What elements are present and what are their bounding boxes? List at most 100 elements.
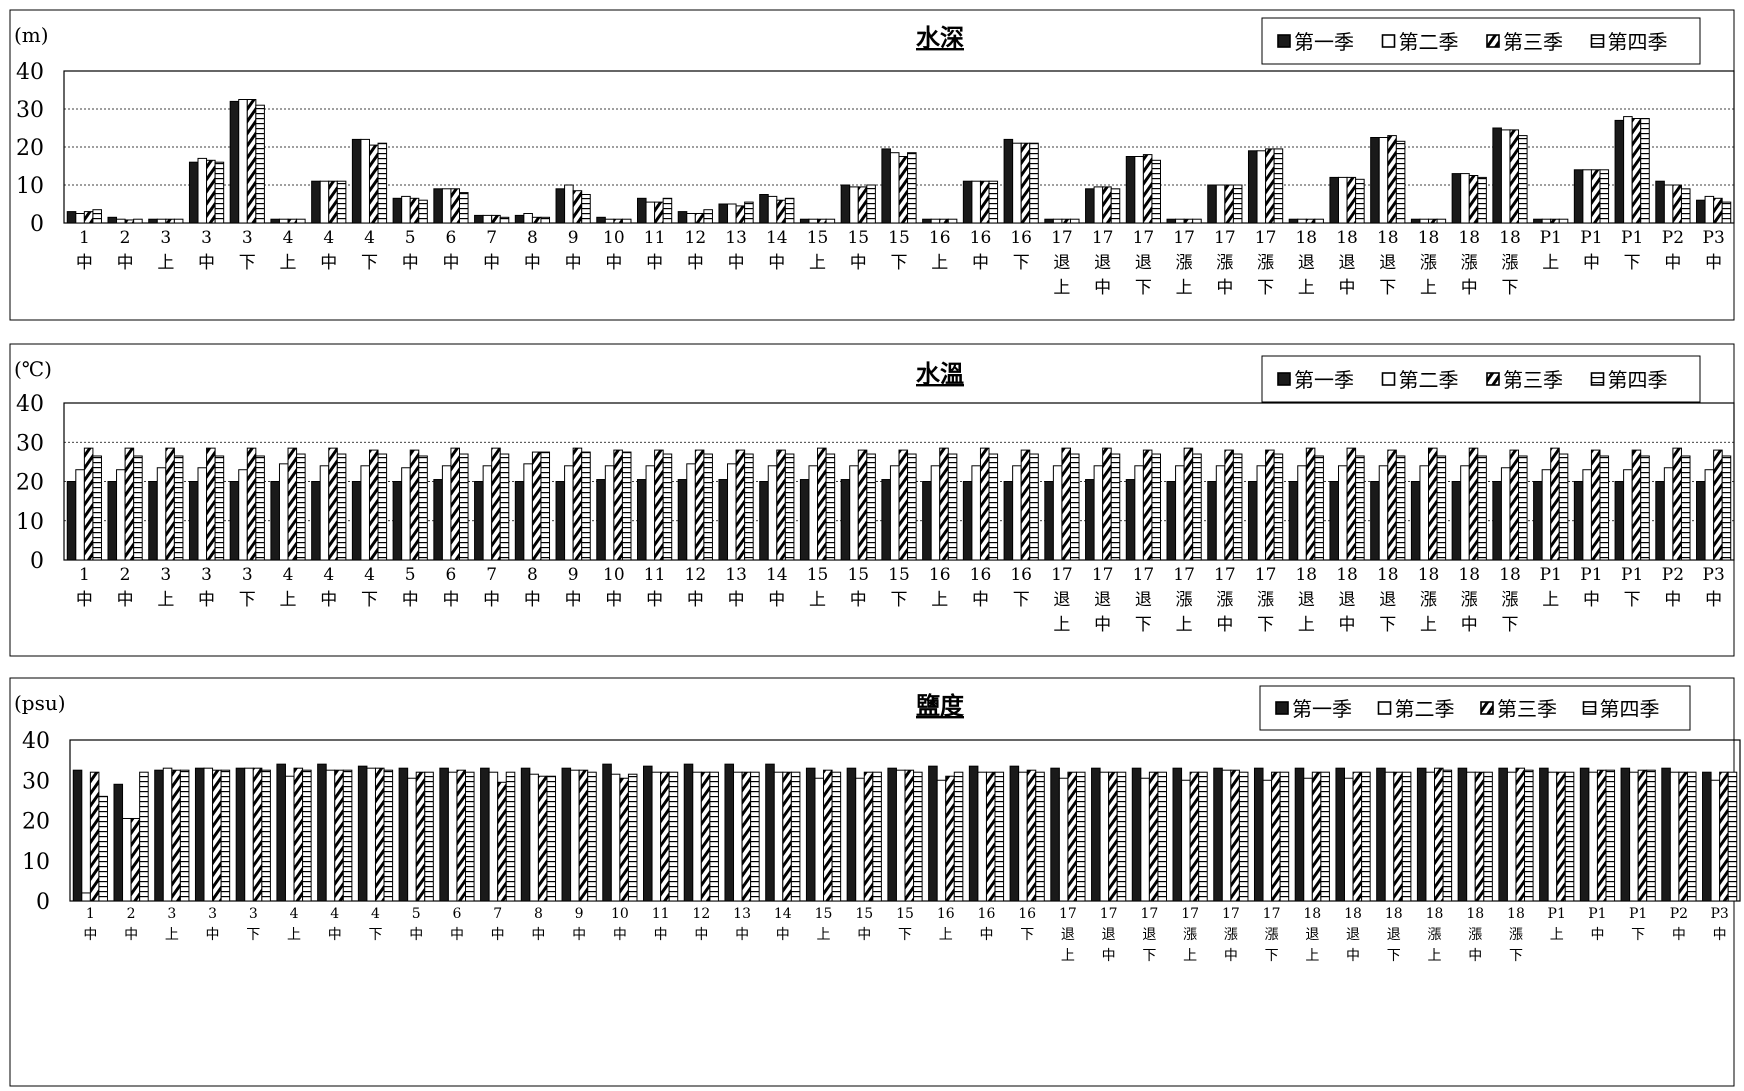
bar (214, 455, 225, 561)
x-tick-label: 14 (774, 906, 792, 922)
bar (296, 218, 306, 224)
bar (581, 451, 591, 561)
bar (887, 767, 897, 902)
legend-box (1259, 685, 1691, 731)
bar (1273, 453, 1284, 561)
bar (1142, 154, 1153, 224)
bar (1428, 447, 1438, 561)
bar (1232, 184, 1243, 224)
x-tick-label: 18 (1466, 906, 1484, 922)
bar (953, 771, 964, 902)
legend-label: 第三季 (1503, 30, 1563, 54)
bar (235, 767, 246, 902)
bar (621, 218, 632, 224)
bar (1376, 767, 1386, 902)
bar (139, 771, 149, 902)
bar (1541, 218, 1552, 224)
bar (922, 218, 932, 224)
bar (1655, 180, 1665, 224)
bar (319, 465, 330, 561)
bar (898, 156, 909, 224)
bar (1288, 218, 1299, 224)
bar (1573, 481, 1584, 561)
x-tick-label: 上 (1305, 948, 1319, 964)
x-tick-label: 下 (361, 253, 378, 273)
x-tick-label: P1 (1580, 228, 1602, 248)
bar (1346, 176, 1357, 224)
bar (171, 769, 181, 902)
x-tick-label: 上 (157, 590, 174, 610)
bar (759, 481, 769, 561)
bar (744, 201, 754, 224)
x-tick-label: 中 (524, 590, 541, 610)
bar (1605, 769, 1616, 902)
legend-swatch (1277, 372, 1291, 386)
x-tick-label: 下 (1013, 253, 1030, 273)
bar (660, 771, 670, 902)
bar (1256, 465, 1267, 561)
x-tick-label: 中 (76, 590, 93, 610)
bar (156, 467, 167, 561)
bar (627, 773, 638, 902)
x-tick-label: 退 (1346, 927, 1360, 943)
x-tick-label: 中 (83, 927, 97, 943)
x-tick-label: 退 (1053, 253, 1070, 273)
x-tick-label: 中 (850, 253, 867, 273)
x-tick-label: 18 (1499, 565, 1521, 585)
bar (360, 138, 370, 224)
x-tick-label: P3 (1710, 906, 1728, 922)
bar (823, 769, 833, 902)
bar (392, 197, 403, 224)
bar (270, 481, 280, 561)
bar (81, 892, 91, 902)
bar (92, 209, 102, 224)
bar (351, 138, 362, 224)
bar (1721, 201, 1732, 224)
bar (1631, 449, 1642, 561)
bar (450, 447, 461, 561)
bar (1590, 169, 1601, 224)
x-tick-label: 上 (1542, 253, 1559, 273)
x-tick-label: 退 (1135, 253, 1152, 273)
bar (499, 453, 510, 561)
bar (724, 763, 735, 902)
bar (499, 216, 510, 224)
bar (415, 771, 426, 902)
x-tick-label: 中 (1461, 278, 1478, 298)
x-tick-label: 15 (847, 228, 869, 248)
bar (1175, 218, 1185, 224)
bar (377, 453, 388, 561)
bar (1474, 771, 1485, 902)
bar (1343, 777, 1354, 902)
bar (537, 775, 548, 902)
bar (1116, 771, 1127, 902)
x-tick-label: P2 (1670, 906, 1688, 922)
x-tick-label: 9 (568, 228, 579, 248)
x-tick-label: 18 (1458, 565, 1480, 585)
legend-swatch (1277, 34, 1291, 48)
bar (1069, 453, 1080, 561)
x-tick-label: 11 (644, 565, 666, 585)
bar (1387, 449, 1397, 561)
bar (1518, 135, 1528, 224)
bar (407, 777, 417, 902)
bar (287, 218, 298, 224)
bar (1238, 771, 1249, 902)
bar (904, 769, 915, 902)
bar (985, 771, 996, 902)
bar (840, 479, 851, 561)
bar (66, 481, 77, 561)
bar (1311, 771, 1322, 902)
bar (962, 481, 973, 561)
bar (1451, 173, 1462, 224)
x-tick-label: 中 (687, 253, 704, 273)
x-tick-label: 9 (568, 565, 579, 585)
x-tick-label: 上 (280, 590, 297, 610)
bar (409, 197, 420, 224)
x-tick-label: 中 (972, 590, 989, 610)
bar (1102, 186, 1112, 224)
bar (1599, 169, 1610, 224)
bar (727, 203, 737, 224)
bar (1582, 469, 1592, 561)
bar (1727, 771, 1738, 902)
